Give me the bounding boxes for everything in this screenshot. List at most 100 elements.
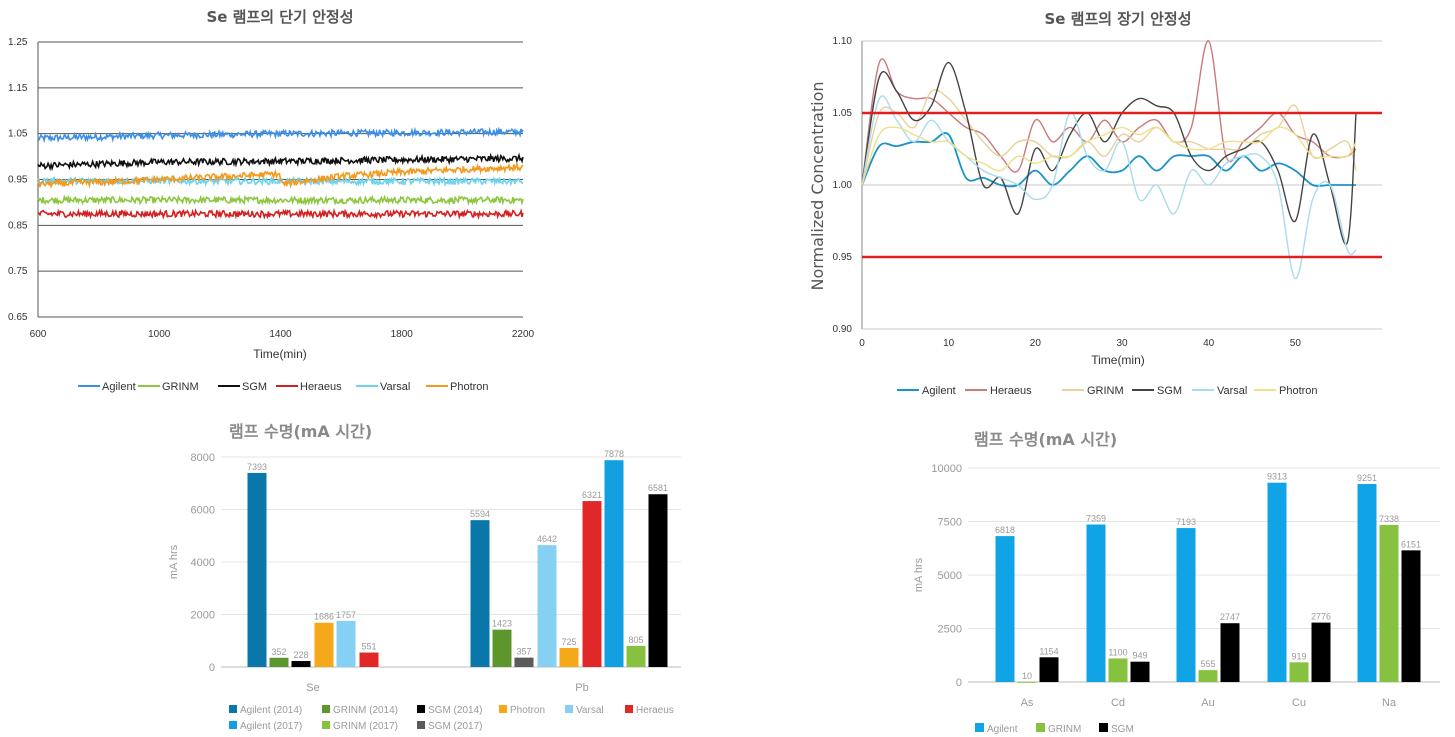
bar <box>1108 658 1128 682</box>
data-label: 805 <box>628 635 643 645</box>
series-line-sgm <box>861 61 1357 246</box>
legend-label: SGM (2017) <box>428 721 482 732</box>
data-label: 1757 <box>336 610 356 620</box>
data-label: 7878 <box>604 449 624 459</box>
data-label: 10 <box>1022 671 1032 681</box>
chart-title: 램프 수명(mA 시간) <box>229 422 372 441</box>
chart-long-term: Se 램프의 장기 안정성 0.90 0.95 1.00 1.05 1.10 0 10 20 30… <box>808 10 1382 397</box>
chart-short-term: Se 램프의 단기 안정성 0.65 0.75 0.85 0.95 1.05 1.15 1.2… <box>8 8 535 393</box>
data-label: 949 <box>1132 651 1147 661</box>
y-tick-label: 2500 <box>938 624 962 636</box>
data-label: 228 <box>293 650 308 660</box>
legend-swatch <box>1099 723 1108 732</box>
data-label: 6818 <box>995 525 1015 535</box>
x-tick-label: 0 <box>859 338 865 349</box>
y-tick-label: 0.75 <box>8 266 28 277</box>
y-tick-label: 1.00 <box>833 180 853 191</box>
data-label: 352 <box>271 647 286 657</box>
x-tick-label: Na <box>1382 697 1397 709</box>
legend-label: Photron <box>1279 385 1318 397</box>
legend: Agilent GRINM SGM Heraeus Varsal Photron <box>78 381 489 393</box>
data-label: 555 <box>1200 659 1215 669</box>
legend-label: GRINM (2017) <box>333 721 398 732</box>
x-tick-label: Se <box>306 682 319 694</box>
bar <box>247 472 267 667</box>
x-tick-label: 2200 <box>512 329 535 340</box>
legend-label: GRINM <box>162 381 199 393</box>
legend-label: GRINM <box>1048 724 1081 735</box>
legend-swatch <box>322 721 330 729</box>
bar <box>1311 622 1331 682</box>
legend-swatch <box>565 705 573 713</box>
series-line-sgm <box>37 152 524 172</box>
y-tick-label: 1.10 <box>833 36 853 47</box>
legend-label: Agilent <box>102 381 136 393</box>
x-axis-label: Time(min) <box>253 347 307 361</box>
bar <box>1176 528 1196 682</box>
y-tick-label: 0.85 <box>8 220 28 231</box>
series-line-photron <box>861 126 1357 186</box>
chart-title: 램프 수명(mA 시간) <box>974 430 1117 449</box>
bar <box>1289 662 1309 682</box>
y-tick-label: 4000 <box>191 557 215 569</box>
y-tick-label: 6000 <box>191 505 215 517</box>
chart-lifetime-se-pb: 램프 수명(mA 시간) 0 2000 4000 6000 8000 mA hrs 7393 3… <box>168 422 681 732</box>
y-tick-label: 10000 <box>931 463 962 475</box>
bar <box>336 620 356 667</box>
data-label: 7393 <box>247 462 267 472</box>
bar <box>470 520 490 667</box>
y-axis-label: mA hrs <box>168 544 180 579</box>
x-tick-label: 20 <box>1030 338 1042 349</box>
bar <box>1130 661 1150 682</box>
bar <box>626 645 646 667</box>
data-label: 357 <box>516 647 531 657</box>
y-tick-label: 0 <box>209 662 215 674</box>
x-tick-label: 1400 <box>269 329 292 340</box>
y-tick-label: 0.95 <box>833 252 853 263</box>
bar <box>995 536 1015 682</box>
bar <box>1198 670 1218 682</box>
bar <box>1017 681 1037 683</box>
y-tick-label: 0.95 <box>8 175 28 186</box>
legend-label: Photron <box>450 381 489 393</box>
data-label: 551 <box>361 642 376 652</box>
legend-label: SGM <box>242 381 267 393</box>
data-label: 1154 <box>1039 646 1058 656</box>
x-tick-label: 50 <box>1290 338 1302 349</box>
y-tick-label: 1.15 <box>8 83 28 94</box>
legend: Agilent (2014) GRINM (2014) SGM (2014) Phot… <box>229 705 674 732</box>
data-label: 6581 <box>648 483 668 493</box>
data-label: 7193 <box>1176 517 1196 527</box>
bar <box>514 657 534 667</box>
x-tick-label: Au <box>1201 697 1214 709</box>
data-label: 6151 <box>1401 539 1421 549</box>
chart-title: Se 램프의 단기 안정성 <box>206 8 353 26</box>
legend-swatch <box>322 705 330 713</box>
legend-label: Varsal <box>380 381 410 393</box>
y-tick-label: 0 <box>956 677 962 689</box>
bar <box>582 501 602 667</box>
bar <box>1401 550 1421 682</box>
legend: Agilent Heraeus GRINM SGM Varsal Photron <box>897 385 1318 397</box>
bar <box>604 460 624 667</box>
legend-swatch <box>975 723 984 732</box>
legend-label: GRINM (2014) <box>333 705 398 716</box>
x-tick-label: Cd <box>1111 697 1125 709</box>
series-line-grinm <box>861 89 1357 186</box>
legend: Agilent GRINM SGM <box>975 723 1134 735</box>
y-tick-label: 5000 <box>938 570 962 582</box>
x-tick-label: 1800 <box>391 329 414 340</box>
legend-label: Heraeus <box>636 705 674 716</box>
legend-swatch <box>625 705 633 713</box>
data-label: 5594 <box>470 509 490 519</box>
x-tick-label: As <box>1021 697 1034 709</box>
series-line-photron <box>37 161 524 189</box>
chart-lifetime-elements: 램프 수명(mA 시간) 0 2500 5000 7500 10000 mA hrs 6818… <box>913 430 1440 735</box>
legend-label: GRINM <box>1087 385 1124 397</box>
y-tick-label: 8000 <box>191 452 215 464</box>
legend-label: Varsal <box>576 705 604 716</box>
x-tick-label: Cu <box>1292 697 1306 709</box>
legend-swatch <box>417 705 425 713</box>
legend-label: Agilent <box>922 385 956 397</box>
